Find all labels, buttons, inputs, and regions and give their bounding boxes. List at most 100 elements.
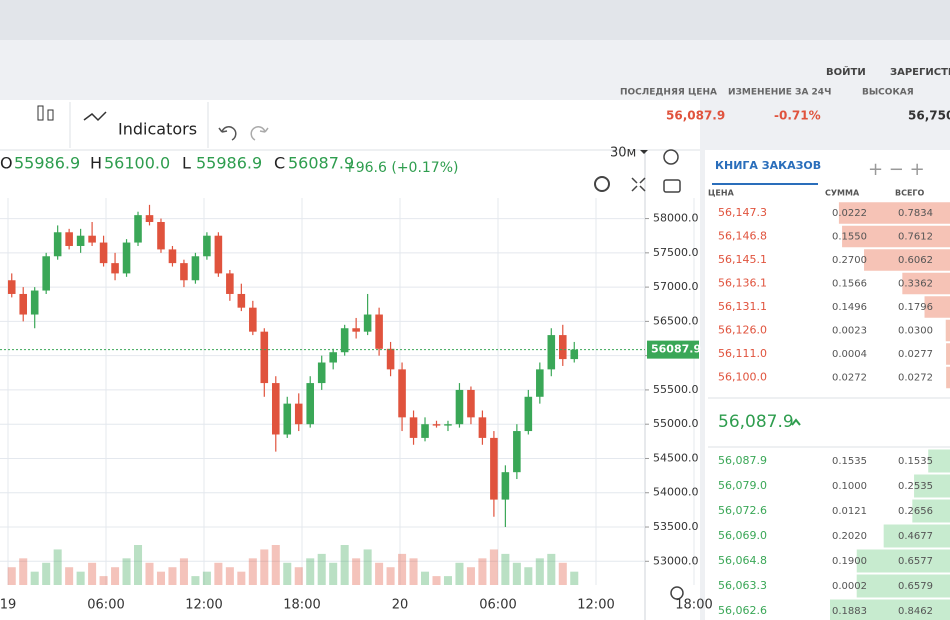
stat-value: -0.71% (774, 109, 821, 123)
candle-body (375, 314, 383, 349)
time-label: 06:00 (87, 598, 124, 613)
volume-bar (294, 567, 303, 585)
y-tick-label: 55000.0 (653, 417, 699, 430)
volume-bar (432, 576, 441, 585)
book-total: 0.3362 (898, 279, 933, 290)
book-amount: 0.1550 (832, 232, 867, 243)
book-price: 56,147.3 (718, 206, 767, 219)
volume-bar (409, 558, 418, 585)
volume-bar (306, 558, 315, 585)
candle-body (99, 242, 108, 264)
candle-body (226, 273, 234, 294)
volume-bar (570, 571, 579, 585)
header-button[interactable]: ВОЙТИ (826, 65, 866, 78)
book-total: 0.6577 (898, 556, 933, 567)
volume-bar (53, 549, 62, 585)
ohlc-value: 56087.9 (288, 154, 354, 173)
candle-body (7, 280, 16, 294)
screenshot-button[interactable] (663, 179, 681, 193)
book-price: 56,136.1 (718, 277, 767, 290)
candle-body (203, 235, 211, 257)
candle-body (294, 403, 303, 425)
book-price: 56,079.0 (718, 479, 767, 492)
volume-bar (248, 558, 257, 585)
volume-bar (386, 567, 395, 585)
stat-label: ПОСЛЕДНЯЯ ЦЕНА (620, 88, 717, 98)
volume-bar (421, 571, 430, 585)
candle-body (329, 352, 337, 363)
depth-bar (914, 474, 950, 498)
book-total: 0.0277 (898, 349, 933, 360)
depth-bar (830, 599, 950, 620)
candle-body (214, 235, 223, 274)
interval-selector[interactable]: 30м (610, 146, 636, 161)
candle-body (386, 348, 395, 370)
order-book-title: КНИГА ЗАКАЗОВ (715, 159, 821, 172)
candle-body (467, 389, 475, 418)
volume-bar (524, 567, 533, 585)
volume-bar (558, 562, 567, 585)
redo-button[interactable] (250, 126, 269, 141)
book-amount: 0.1883 (832, 606, 867, 617)
book-price: 56,063.3 (718, 579, 767, 592)
time-label: 12:00 (185, 598, 222, 613)
volume-bar (375, 562, 384, 585)
settings-button[interactable] (594, 176, 610, 192)
book-total: 0.2535 (898, 481, 933, 492)
candle-body (122, 242, 131, 274)
volume-bar (260, 549, 269, 585)
candle-body (283, 403, 292, 435)
depth-bar (946, 343, 950, 365)
time-label: 06:00 (479, 598, 516, 613)
book-amount: 0.0272 (832, 373, 867, 384)
header-button[interactable]: ЗАРЕГИСТРАЦИЯ (890, 67, 950, 78)
depth-bar (945, 319, 950, 342)
volume-bar (329, 562, 338, 585)
indicators-icon[interactable] (83, 111, 107, 122)
book-price: 56,100.0 (718, 371, 767, 384)
book-total: 0.6062 (898, 255, 933, 266)
volume-bar (145, 562, 154, 585)
book-price: 56,145.1 (718, 253, 767, 266)
y-tick-label: 55500.0 (653, 383, 699, 396)
volume-bar (111, 567, 120, 585)
y-tick-label: 58000.0 (653, 212, 699, 225)
dropdown-arrow[interactable] (640, 150, 648, 154)
volume-bar (214, 562, 223, 585)
indicators-button[interactable]: Indicators (118, 120, 197, 139)
book-price: 56,087.9 (718, 454, 767, 467)
volume-bar (7, 567, 16, 585)
book-amount: 0.1000 (832, 481, 867, 492)
stat-label: ИЗМЕНЕНИЕ ЗА 24Ч (728, 88, 831, 98)
candle-body (501, 472, 510, 500)
book-controls[interactable]: + − + (868, 159, 925, 180)
candle-body (111, 263, 119, 274)
candle-icon[interactable] (37, 105, 54, 121)
volume-bar (271, 545, 280, 585)
chart-panel (0, 100, 700, 620)
y-tick-label: 54500.0 (653, 451, 699, 464)
candle-body (363, 314, 372, 332)
volume-bar (466, 567, 475, 585)
book-price: 56,069.0 (718, 529, 767, 542)
axis-settings[interactable] (670, 586, 684, 600)
ohlc-value: 56100.0 (104, 154, 170, 173)
mid-arrow (791, 418, 801, 426)
candle-body (524, 396, 533, 432)
undo-button[interactable] (218, 126, 237, 141)
candle-body (432, 424, 441, 426)
depth-bar (838, 202, 950, 224)
reset-button[interactable] (663, 149, 679, 165)
volume-bar (340, 545, 349, 585)
volume-bar (179, 558, 188, 585)
book-amount: 0.1566 (832, 279, 867, 290)
book-price: 56,072.6 (718, 504, 767, 517)
y-tick-label: 53000.0 (653, 554, 699, 567)
depth-bar (902, 272, 950, 295)
volume-bar (535, 558, 544, 585)
fullscreen-button[interactable] (631, 177, 646, 192)
candle-body (490, 437, 498, 500)
book-total: 0.7834 (898, 208, 933, 219)
candle-body (65, 232, 73, 246)
time-label: 18:00 (675, 598, 712, 613)
